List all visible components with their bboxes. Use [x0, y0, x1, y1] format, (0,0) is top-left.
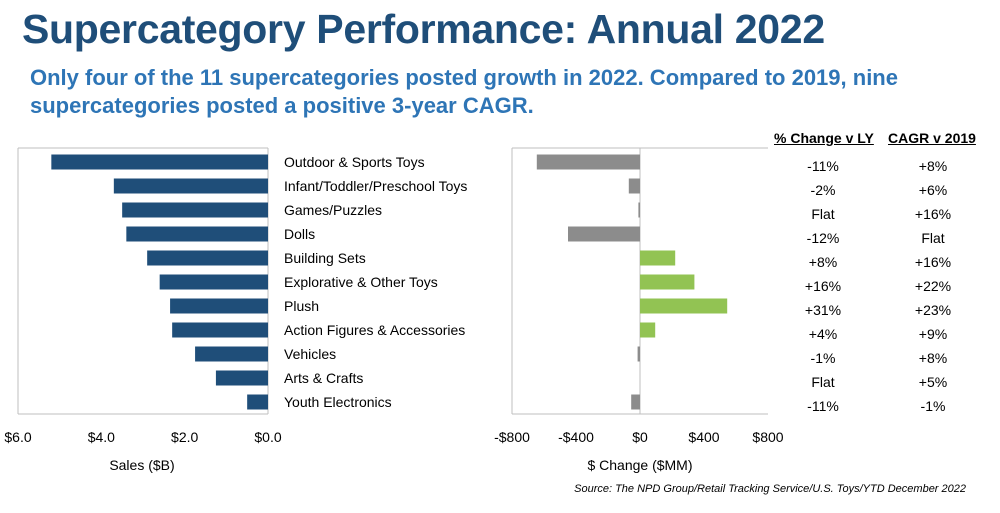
category-label: Plush — [284, 298, 319, 314]
category-label: Dolls — [284, 226, 315, 242]
change-tick-label: $400 — [688, 429, 719, 445]
cagr-cell: Flat — [921, 230, 945, 246]
category-label: Explorative & Other Toys — [284, 274, 438, 290]
cagr-cell: +16% — [914, 254, 952, 270]
category-label: Action Figures & Accessories — [284, 322, 465, 338]
category-label: Outdoor & Sports Toys — [284, 154, 425, 170]
pct-change-cell: +16% — [804, 278, 842, 294]
source-note: Source: The NPD Group/Retail Tracking Se… — [574, 483, 966, 495]
sales-bar — [122, 202, 269, 218]
change-bar — [631, 394, 640, 410]
change-bar — [640, 250, 676, 266]
cagr-cell: +8% — [918, 350, 948, 366]
cagr-cell: +23% — [914, 302, 952, 318]
pct-change-cell: -2% — [810, 182, 836, 198]
change-bar — [536, 154, 640, 170]
table-header-pct-change: % Change v LY — [774, 130, 874, 146]
cagr-cell: +5% — [918, 374, 948, 390]
change-bar — [637, 346, 640, 362]
sales-bar — [159, 274, 268, 290]
category-label: Vehicles — [284, 346, 336, 362]
change-tick-label: -$400 — [558, 429, 594, 445]
pct-change-cell: +31% — [804, 302, 842, 318]
sales-bar — [126, 226, 268, 242]
page-title: Supercategory Performance: Annual 2022 — [22, 6, 825, 52]
sales-bar — [247, 394, 268, 410]
sales-tick-label: $4.0 — [88, 429, 115, 445]
sales-bar — [195, 346, 268, 362]
cagr-cell: -1% — [920, 398, 946, 414]
change-bar — [638, 202, 640, 218]
sales-tick-label: $0.0 — [254, 429, 281, 445]
pct-change-cell: -1% — [810, 350, 836, 366]
pct-change-cell: -11% — [807, 398, 839, 414]
cagr-cell: +9% — [918, 326, 948, 342]
change-tick-label: -$800 — [494, 429, 530, 445]
sales-bar — [147, 250, 268, 266]
sales-bar — [170, 298, 268, 314]
sales-tick-label: $2.0 — [171, 429, 198, 445]
category-label: Arts & Crafts — [284, 370, 363, 386]
sales-bar — [113, 178, 268, 194]
pct-change-cell: +8% — [808, 254, 838, 270]
sales-axis-title: Sales ($B) — [109, 457, 174, 473]
cagr-cell: +8% — [918, 158, 948, 174]
change-bar — [640, 322, 656, 338]
category-label: Youth Electronics — [284, 394, 392, 410]
sales-bar — [215, 370, 268, 386]
change-bar — [640, 298, 728, 314]
change-tick-label: $800 — [752, 429, 783, 445]
cagr-cell: +6% — [918, 182, 948, 198]
page-subtitle: Only four of the 11 supercategories post… — [30, 65, 898, 118]
pct-change-cell: Flat — [811, 206, 835, 222]
table-header-cagr: CAGR v 2019 — [888, 130, 976, 146]
cagr-cell: +22% — [914, 278, 952, 294]
category-label: Infant/Toddler/Preschool Toys — [284, 178, 467, 194]
change-axis-title: $ Change ($MM) — [587, 457, 692, 473]
change-bar — [640, 274, 695, 290]
category-label: Building Sets — [284, 250, 366, 266]
change-bar — [628, 178, 640, 194]
change-bar — [568, 226, 640, 242]
pct-change-cell: -11% — [807, 158, 839, 174]
cagr-cell: +16% — [914, 206, 952, 222]
sales-bar — [172, 322, 268, 338]
pct-change-cell: -12% — [806, 230, 840, 246]
pct-change-cell: Flat — [811, 374, 835, 390]
change-tick-label: $0 — [632, 429, 648, 445]
pct-change-cell: +4% — [808, 326, 838, 342]
sales-tick-label: $6.0 — [4, 429, 31, 445]
category-label: Games/Puzzles — [284, 202, 382, 218]
sales-bar — [51, 154, 269, 170]
